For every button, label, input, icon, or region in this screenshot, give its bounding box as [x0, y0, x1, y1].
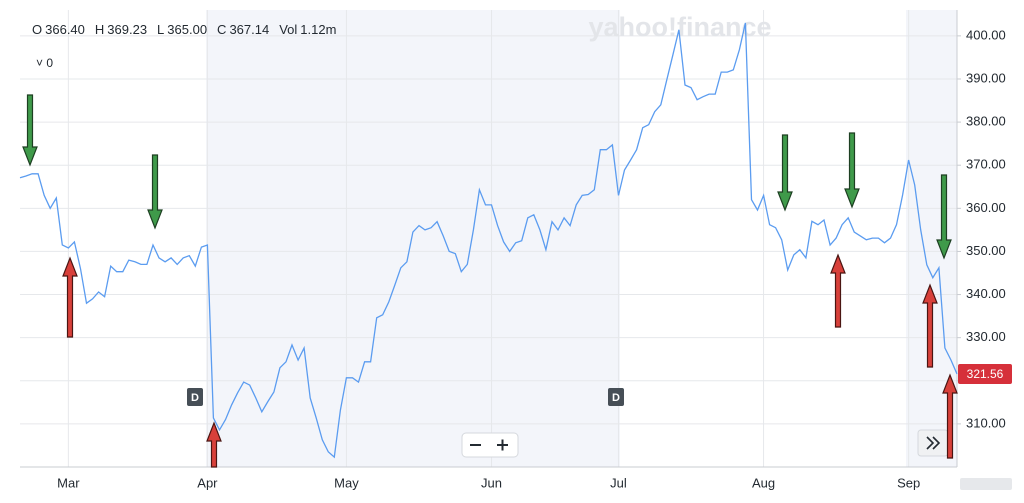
x-tick-label: Mar [57, 475, 80, 490]
x-tick-label: Sep [897, 475, 920, 490]
ohlc-label: L [157, 22, 165, 37]
ohlc-value: 365.00 [167, 22, 208, 37]
session-shade [206, 10, 620, 467]
zoom-box [461, 432, 519, 458]
sell-arrow [147, 154, 163, 230]
y-tick-label: 380.00 [966, 114, 1006, 129]
dividend-badge [608, 388, 624, 406]
dividend-badge [187, 388, 203, 406]
last-price-tag [958, 364, 1012, 385]
x-tick-label: Jun [481, 475, 502, 490]
buy-arrow [922, 283, 938, 368]
buy-arrow [62, 256, 78, 338]
sell-arrow [844, 132, 860, 209]
last-price-label: 321.56 [967, 367, 1004, 381]
ohlc-label: Vol [279, 22, 298, 37]
sell-arrow [22, 94, 38, 167]
dividend-label: D [191, 392, 199, 404]
ohlc-value: 367.14 [229, 22, 270, 37]
sell-arrow [777, 134, 793, 212]
dividend-label: D [612, 392, 620, 404]
y-tick-label: 360.00 [966, 200, 1006, 215]
sell-arrow [936, 174, 952, 260]
ohlc-label: H [94, 22, 105, 37]
x-tick-label: May [334, 475, 359, 490]
x-tick-label: Jul [610, 475, 627, 490]
y-tick-label: 350.00 [966, 243, 1006, 258]
buy-arrow [206, 421, 222, 468]
ohlc-header: O 366.40 H 369.23 L 365.00 C 367.14 Vol 1.12m [32, 22, 346, 37]
grid [20, 10, 957, 467]
price-line [19, 22, 958, 459]
ohlc-value: 366.40 [45, 22, 85, 37]
ohlc-value: 1.12m [300, 22, 337, 37]
y-tick-label: 330.00 [966, 329, 1006, 344]
indicator-toggle[interactable]: ˅ 0 [36, 56, 54, 70]
ohlc-value: 369.23 [107, 22, 148, 37]
y-tick-label: 340.00 [966, 286, 1006, 301]
x-tick-label: Aug [752, 475, 775, 490]
ohlc-label: C [217, 22, 227, 37]
buy-arrow [830, 253, 846, 328]
y-tick-label: 310.00 [966, 415, 1006, 430]
buy-arrow [942, 373, 958, 459]
x-tick-label: Apr [197, 475, 218, 490]
y-tick-label: 370.00 [966, 157, 1006, 172]
zoom-controls[interactable] [461, 432, 519, 458]
range-handle[interactable] [960, 478, 1012, 490]
ohlc-label: O [32, 22, 43, 37]
scroll-right[interactable] [917, 429, 949, 457]
y-tick-label: 400.00 [966, 27, 1006, 42]
y-tick-label: 390.00 [966, 70, 1006, 85]
chevron-icon [926, 436, 941, 450]
